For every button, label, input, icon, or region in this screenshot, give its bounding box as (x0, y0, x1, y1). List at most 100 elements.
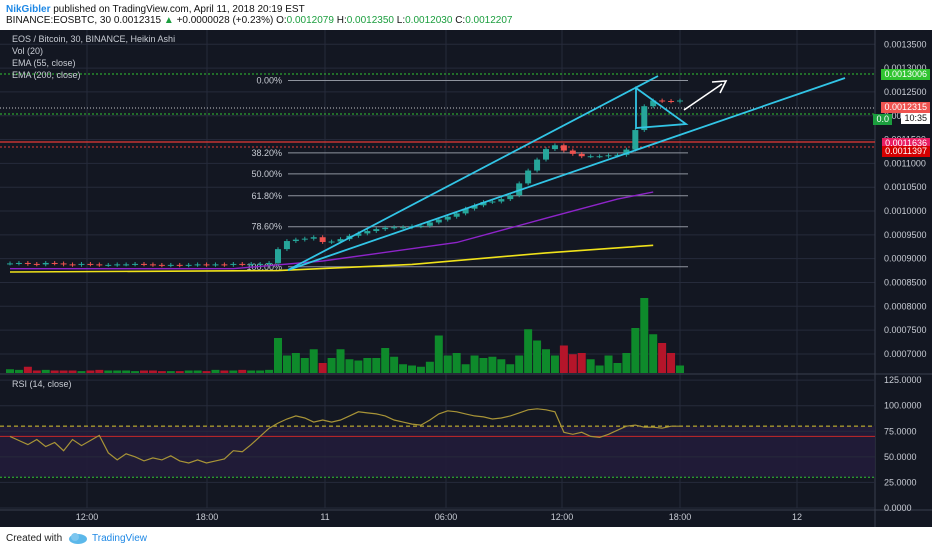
price-tick-label: 0.0013500 (884, 39, 927, 49)
rsi-tick-label: 0.0000 (884, 503, 912, 513)
legend-rsi: RSI (14, close) (12, 379, 72, 389)
candle-body (614, 154, 621, 156)
candle-body (141, 263, 147, 265)
pennant-triangle (635, 86, 689, 129)
candle-body (239, 263, 246, 265)
volume-bar (122, 370, 131, 373)
candle-body (185, 264, 192, 266)
candle-body (578, 153, 585, 157)
candle-body (15, 262, 22, 264)
volume-bar (488, 356, 497, 373)
tradingview-brand[interactable]: TradingView (92, 533, 148, 544)
candle-body (391, 227, 398, 229)
ema55-line (10, 191, 654, 270)
volume-bar (559, 345, 568, 373)
volume-bar (497, 359, 506, 373)
close-value: 0.0012207 (465, 15, 513, 26)
volume-bar (631, 328, 640, 373)
candle-body (587, 156, 594, 158)
volume-bar (95, 369, 104, 373)
candle-body (96, 264, 103, 266)
volume-bar (399, 364, 408, 373)
volume-bar (524, 329, 533, 373)
legend-ema200: EMA (200, close) (12, 70, 81, 80)
volume-bar (32, 370, 41, 373)
volume-bar (336, 349, 345, 373)
volume-bar (461, 364, 470, 373)
volume-bar (542, 349, 550, 373)
volume-bar (309, 349, 318, 373)
volume-bar (282, 355, 291, 373)
candle-body (489, 201, 496, 203)
lower-channel-line (287, 77, 846, 271)
legend-title: EOS / Bitcoin, 30, BINANCE, Heikin Ashi (12, 34, 176, 44)
volume-bar (175, 371, 184, 373)
candle-body (516, 183, 523, 196)
price-tick-label: 0.0010500 (884, 182, 927, 192)
legend-ema55: EMA (55, close) (12, 58, 76, 68)
candle-body (507, 195, 514, 200)
volume-bar (300, 358, 309, 373)
open-label: O: (276, 15, 287, 26)
candle-body (7, 263, 13, 265)
candle-body (301, 238, 308, 240)
price-tick-label: 0.0007000 (884, 349, 927, 359)
volume-bar (595, 365, 604, 373)
volume-bar (470, 355, 479, 373)
candle-body (123, 264, 130, 266)
candle-body (641, 106, 648, 131)
candle-body (551, 145, 558, 150)
candle-body (167, 264, 174, 266)
candle-body (194, 264, 201, 266)
volume-bar (640, 298, 649, 373)
price-tick-label: 0.0013000 (884, 63, 927, 73)
time-tick-label: 18:00 (669, 512, 692, 522)
small-price-tag: 0.0 (873, 114, 892, 125)
candle-body (221, 264, 228, 266)
published-text: published on TradingView.com, April 11, … (53, 4, 305, 15)
rsi-tick-label: 125.0000 (884, 375, 922, 385)
volume-bar (408, 365, 416, 373)
volume-bar (622, 353, 631, 373)
candle-body (400, 227, 407, 229)
volume-bar (238, 369, 247, 373)
candle-body (659, 100, 666, 102)
volume-bar (425, 361, 434, 373)
price-chart-svg[interactable]: 12:00 18:00 11 06:00 12:00 18:00 12 0.0013500 0.… (0, 30, 932, 527)
volume-bar (256, 370, 265, 373)
candle-body (534, 159, 541, 171)
last-price: 0.0012315 (113, 15, 162, 26)
volume-bar (568, 354, 577, 373)
candle-body (310, 237, 317, 239)
volume-bar (345, 359, 354, 373)
rsi-band (0, 426, 875, 478)
rsi-tick-label: 100.0000 (884, 401, 922, 411)
time-tick-label: 12:00 (551, 512, 574, 522)
volume-bar (23, 366, 32, 373)
volume-bar (515, 355, 524, 373)
candle-body (149, 264, 156, 266)
volume-bar (354, 360, 363, 373)
candle-body (623, 149, 630, 155)
volume-bar (586, 359, 595, 373)
red-price-tag: 0.0011397 (882, 146, 930, 157)
fib-level-label: 100.00% (246, 262, 282, 272)
time-tick-label: 18:00 (196, 512, 219, 522)
candle-body (435, 219, 442, 223)
publisher-username[interactable]: NikGibler (6, 4, 51, 15)
price-tick-label: 0.0007500 (884, 325, 927, 335)
chart-area[interactable]: 12:00 18:00 11 06:00 12:00 18:00 12 0.0013500 0.… (0, 30, 932, 527)
volume-bar (50, 370, 59, 373)
high-label: H: (336, 15, 347, 26)
volume-bar (390, 356, 399, 373)
candle-body (283, 241, 290, 250)
candle-body (158, 264, 165, 266)
price-tick-label: 0.0009000 (884, 254, 927, 264)
volume-bar (658, 343, 667, 373)
candle-body (257, 263, 264, 265)
upper-channel-line (287, 75, 659, 271)
volume-bar (613, 363, 622, 373)
candle-body (462, 208, 469, 214)
volume-bar (247, 370, 256, 373)
volume-bar (211, 369, 220, 373)
